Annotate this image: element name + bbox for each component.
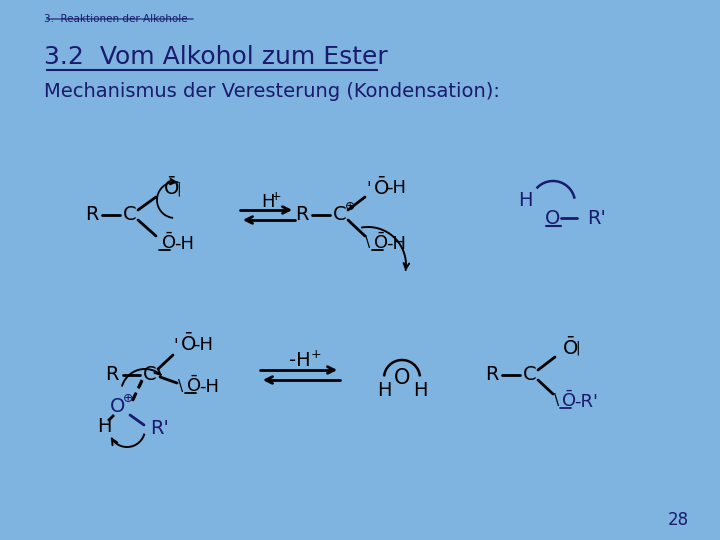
- Text: 28: 28: [667, 511, 688, 529]
- Text: R: R: [295, 206, 309, 225]
- Text: R: R: [105, 366, 119, 384]
- Text: |: |: [176, 182, 181, 196]
- Text: -H: -H: [174, 235, 194, 253]
- Text: C: C: [333, 206, 347, 225]
- Text: -H: -H: [386, 179, 406, 197]
- Text: -R': -R': [574, 393, 598, 411]
- Text: -H: -H: [193, 336, 213, 354]
- Text: H: H: [413, 381, 427, 400]
- Text: \: \: [178, 379, 183, 394]
- Text: +: +: [311, 348, 321, 361]
- Text: \: \: [365, 235, 370, 251]
- Text: R': R': [587, 208, 606, 227]
- Text: C: C: [523, 366, 537, 384]
- Text: C: C: [143, 366, 157, 384]
- Text: O: O: [394, 368, 410, 388]
- Text: |: |: [575, 341, 580, 355]
- Text: H: H: [377, 381, 391, 400]
- Text: -H: -H: [199, 378, 219, 396]
- Text: Ō: Ō: [563, 339, 578, 357]
- Text: 3.2  Vom Alkohol zum Ester: 3.2 Vom Alkohol zum Ester: [44, 45, 388, 69]
- Text: R: R: [485, 366, 499, 384]
- Text: Ō: Ō: [181, 335, 197, 354]
- Text: Ō: Ō: [164, 179, 179, 199]
- Text: H: H: [261, 193, 275, 211]
- Text: C: C: [123, 206, 137, 225]
- Text: Mechanismus der Veresterung (Kondensation):: Mechanismus der Veresterung (Kondensatio…: [44, 82, 500, 101]
- Text: R: R: [85, 206, 99, 225]
- Text: O: O: [110, 397, 126, 416]
- Text: H: H: [518, 191, 532, 210]
- Text: 3.  Reaktionen der Alkohole: 3. Reaktionen der Alkohole: [44, 14, 188, 24]
- Text: Ō: Ō: [374, 234, 388, 252]
- Text: Ō: Ō: [562, 392, 576, 410]
- Text: +: +: [271, 191, 282, 204]
- Text: ⊕: ⊕: [345, 199, 355, 213]
- Text: ': ': [173, 337, 178, 355]
- Text: Ō: Ō: [187, 377, 201, 395]
- Text: \: \: [554, 394, 559, 408]
- Text: -H: -H: [289, 350, 311, 369]
- Text: ': ': [366, 180, 371, 198]
- Text: H: H: [96, 417, 112, 436]
- Text: ⊕: ⊕: [122, 393, 133, 406]
- Text: O: O: [545, 208, 561, 227]
- Text: -H: -H: [386, 235, 406, 253]
- Text: Ō: Ō: [374, 179, 390, 198]
- Text: Ō: Ō: [162, 234, 176, 252]
- Text: R': R': [150, 420, 169, 438]
